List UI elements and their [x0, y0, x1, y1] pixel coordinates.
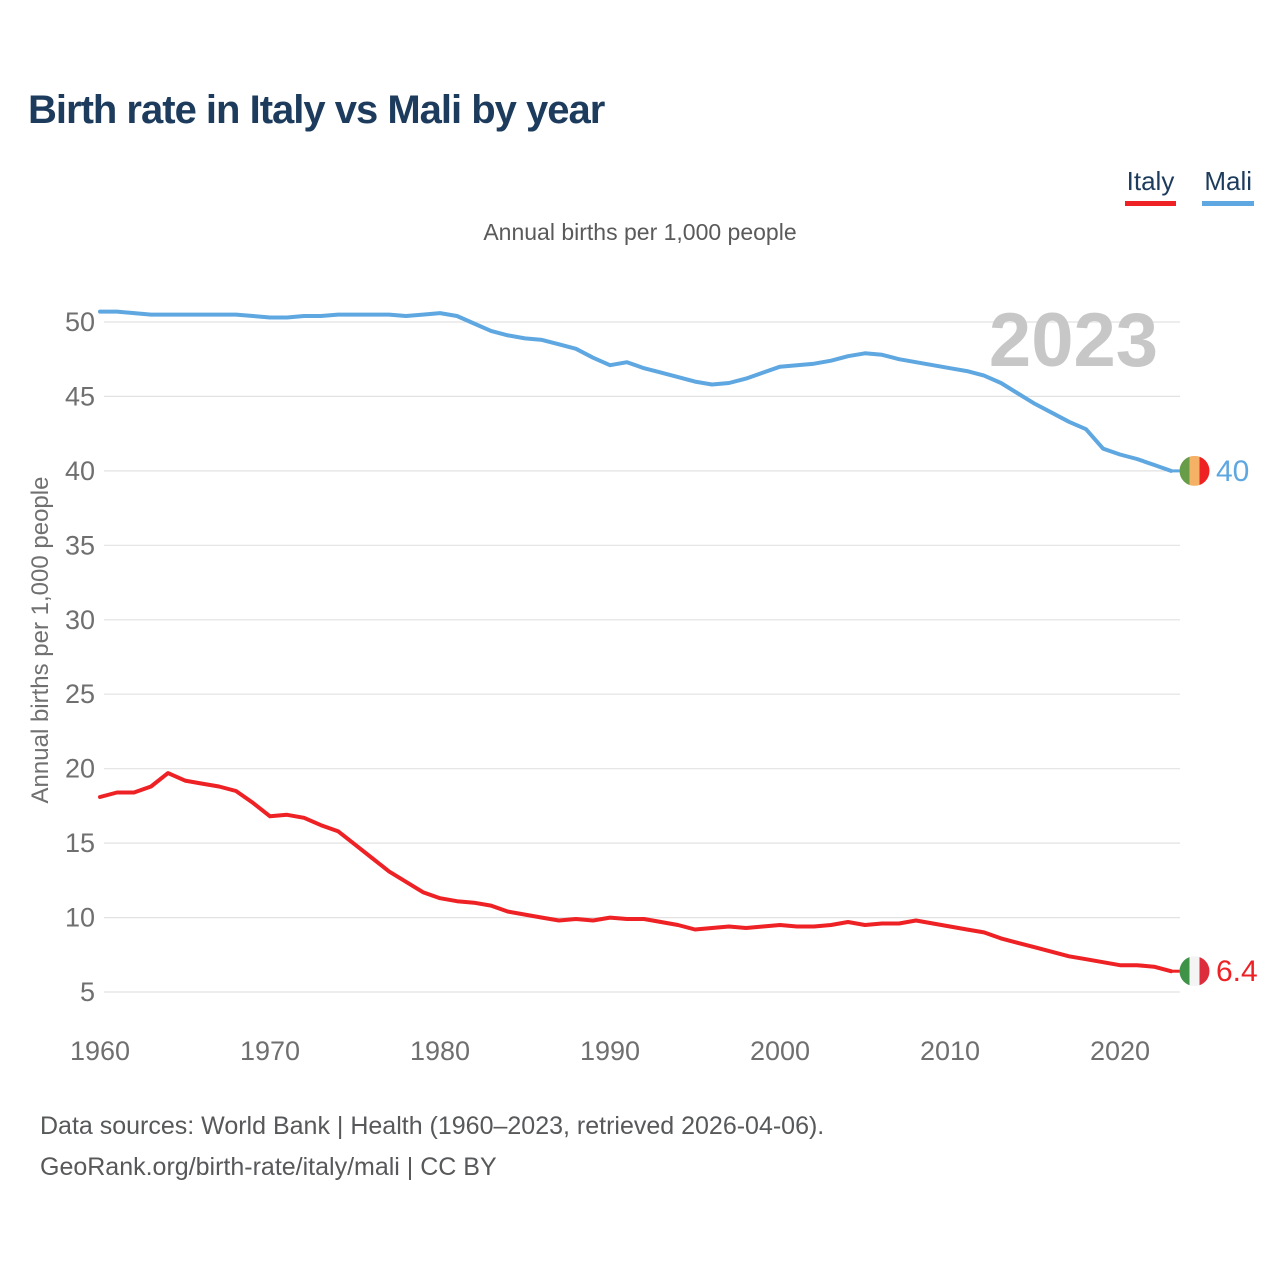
x-tick-label: 1990 [580, 1036, 640, 1066]
footer: Data sources: World Bank | Health (1960–… [40, 1106, 824, 1188]
footer-attribution: GeoRank.org/birth-rate/italy/mali | CC B… [40, 1153, 497, 1181]
x-tick-label: 2010 [920, 1036, 980, 1066]
y-tick-label: 40 [65, 456, 95, 486]
italy-line [98, 771, 1173, 974]
chart-subtitle: Annual births per 1,000 people [483, 219, 797, 245]
mali-flag-icon [1179, 455, 1210, 486]
footer-data-sources: Data sources: World Bank | Health (1960–… [40, 1112, 825, 1140]
legend: Italy Mali [1124, 166, 1254, 206]
y-tick-label: 35 [65, 530, 95, 560]
mali-line [98, 309, 1173, 473]
legend-item-italy[interactable]: Italy [1124, 166, 1177, 206]
y-tick-label: 15 [65, 828, 95, 858]
year-watermark: 2023 [989, 298, 1158, 383]
x-tick-labels-group: 1960 1970 1980 1990 2000 2010 2020 [70, 1036, 1150, 1066]
series-group: 6.4 40 [98, 309, 1258, 988]
chart-title: Birth rate in Italy vs Mali by year [28, 88, 605, 132]
mali-end-value: 40 [1216, 455, 1249, 488]
legend-item-mali[interactable]: Mali [1202, 166, 1254, 206]
gridlines-group [104, 321, 1180, 993]
x-tick-label: 1970 [240, 1036, 300, 1066]
y-tick-label: 20 [65, 754, 95, 784]
y-tick-label: 45 [65, 381, 95, 411]
italy-end-value: 6.4 [1216, 955, 1258, 988]
x-tick-label: 1980 [410, 1036, 470, 1066]
y-tick-label: 25 [65, 679, 95, 709]
y-tick-label: 50 [65, 307, 95, 337]
y-axis-title: Annual births per 1,000 people [27, 477, 54, 804]
legend-label-mali: Mali [1204, 166, 1252, 196]
legend-label-italy: Italy [1126, 166, 1175, 196]
italy-flag-icon [1179, 956, 1210, 987]
x-tick-label: 2000 [750, 1036, 810, 1066]
y-tick-labels-group: 5 10 15 20 25 30 35 40 45 50 [65, 307, 95, 1007]
x-tick-label: 1960 [70, 1036, 130, 1066]
y-tick-label: 30 [65, 605, 95, 635]
y-tick-label: 5 [80, 977, 95, 1007]
y-tick-label: 10 [65, 903, 95, 933]
x-tick-label: 2020 [1090, 1036, 1150, 1066]
